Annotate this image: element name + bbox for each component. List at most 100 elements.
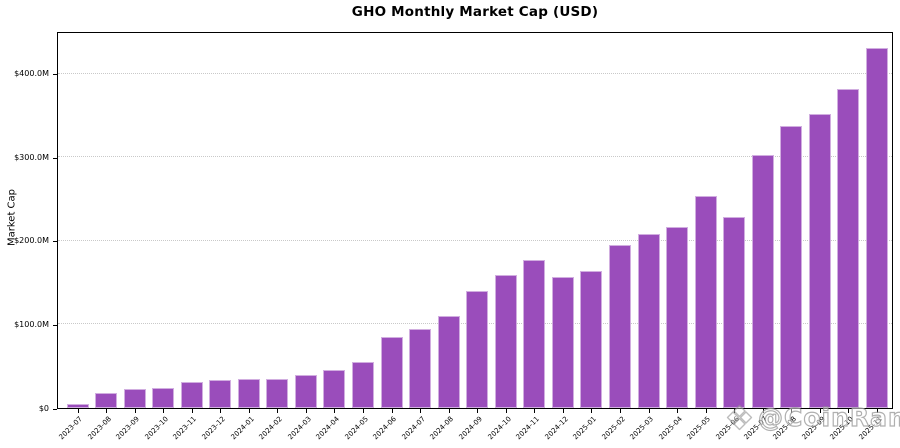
gridline-300 [58,156,892,158]
x-tick-mark [848,409,850,413]
bar-2025-02 [608,244,631,408]
x-tick-label-2023-12: 2023-12 [200,415,227,442]
y-tick-label-400: $400.0M [14,69,49,78]
x-tick-mark [277,409,279,413]
x-tick-label-2024-04: 2024-04 [314,415,342,442]
x-tick-label-2025-01: 2025-01 [571,415,599,442]
x-tick-label-2025-03: 2025-03 [628,415,656,442]
x-tick-mark [77,409,79,413]
bar-2025-07 [751,155,774,408]
bar-2023-07 [66,403,89,408]
x-tick-label-2024-02: 2024-02 [257,415,285,442]
chart-title: GHO Monthly Market Cap (USD) [351,4,599,20]
bar-2025-05 [694,195,717,408]
bar-2025-10 [837,88,860,408]
x-tick-label-2025-11: 2025-11 [857,415,884,442]
x-tick-mark [876,409,878,413]
x-tick-mark [191,409,193,413]
plot-area [57,32,893,409]
x-tick-mark [448,409,450,413]
x-tick-mark [220,409,222,413]
bar-2024-09 [466,290,489,408]
x-tick-mark [305,409,307,413]
bar-2025-06 [723,216,746,408]
x-tick-mark [334,409,336,413]
x-tick-label-2023-10: 2023-10 [143,415,170,442]
gridline-200 [58,239,892,241]
y-tick-label-300: $300.0M [14,152,49,162]
x-tick-label-2023-07: 2023-07 [57,415,85,442]
x-tick-mark [762,409,764,413]
bar-2024-05 [352,362,374,408]
bar-2024-06 [380,336,403,408]
x-tick-mark [619,409,621,413]
x-tick-label-2024-12: 2024-12 [543,415,570,442]
x-tick-label-2025-10: 2025-10 [828,415,856,442]
x-tick-label-2025-07: 2025-07 [743,415,770,442]
bar-2024-03 [294,375,317,408]
bar-2023-08 [95,392,118,408]
x-tick-label-2024-01: 2024-01 [229,415,256,442]
y-tick-mark [53,324,57,326]
x-tick-mark [791,409,793,413]
x-tick-label-2025-09: 2025-09 [800,415,827,442]
x-tick-mark [163,409,165,413]
x-tick-mark [106,409,108,413]
x-tick-label-2025-02: 2025-02 [600,415,627,442]
bar-2025-03 [637,234,660,408]
bar-2023-12 [209,379,232,408]
bar-2023-10 [152,387,175,408]
x-tick-label-2024-11: 2024-11 [514,415,541,442]
y-tick-mark [53,157,57,159]
x-tick-label-2025-05: 2025-05 [685,415,713,442]
x-tick-mark [562,409,564,413]
x-tick-label-2025-08: 2025-08 [771,415,798,442]
y-tick-label-0: $0 [38,403,49,413]
x-tick-label-2024-09: 2024-09 [457,415,484,442]
x-tick-label-2023-11: 2023-11 [172,415,199,442]
x-tick-mark [248,409,250,413]
x-tick-mark [819,409,821,413]
x-tick-mark [734,409,736,413]
bar-2024-12 [551,276,574,408]
x-tick-label-2023-09: 2023-09 [114,415,142,442]
bar-2024-10 [494,275,517,408]
x-tick-mark [505,409,507,413]
bar-2024-04 [323,370,346,408]
y-tick-mark [53,241,57,243]
bar-2024-01 [237,378,260,408]
x-tick-mark [534,409,536,413]
bar-2024-08 [437,316,460,408]
x-tick-label-2024-07: 2024-07 [400,415,427,442]
x-tick-label-2025-06: 2025-06 [714,415,741,442]
x-tick-label-2025-04: 2025-04 [657,415,684,442]
x-tick-mark [363,409,364,413]
bar-2023-09 [123,388,146,408]
bar-2025-04 [666,227,689,408]
x-tick-label-2024-03: 2024-03 [286,415,313,442]
bar-2023-11 [180,382,203,408]
y-tick-mark [53,74,57,75]
x-tick-label-2024-06: 2024-06 [371,415,399,442]
x-tick-mark [705,409,707,413]
y-tick-label-200: $200.0M [14,236,49,246]
bar-2025-11 [865,48,888,408]
x-tick-label-2024-08: 2024-08 [428,415,456,442]
x-tick-mark [391,409,393,413]
x-tick-mark [677,409,679,413]
bar-2025-09 [808,113,831,408]
x-tick-label-2024-10: 2024-10 [486,415,513,442]
bar-2024-02 [266,378,289,408]
x-tick-mark [648,409,650,413]
x-tick-label-2023-08: 2023-08 [86,415,113,442]
bar-2025-08 [780,126,803,408]
gridline-400 [58,72,892,74]
x-tick-mark [134,409,136,413]
y-tick-label-100: $100.0M [14,319,49,329]
x-tick-mark [591,409,593,413]
bar-2024-07 [409,328,432,408]
x-tick-mark [420,409,422,413]
bar-2025-01 [580,270,603,408]
x-tick-mark [477,409,479,413]
y-tick-mark [53,408,57,410]
